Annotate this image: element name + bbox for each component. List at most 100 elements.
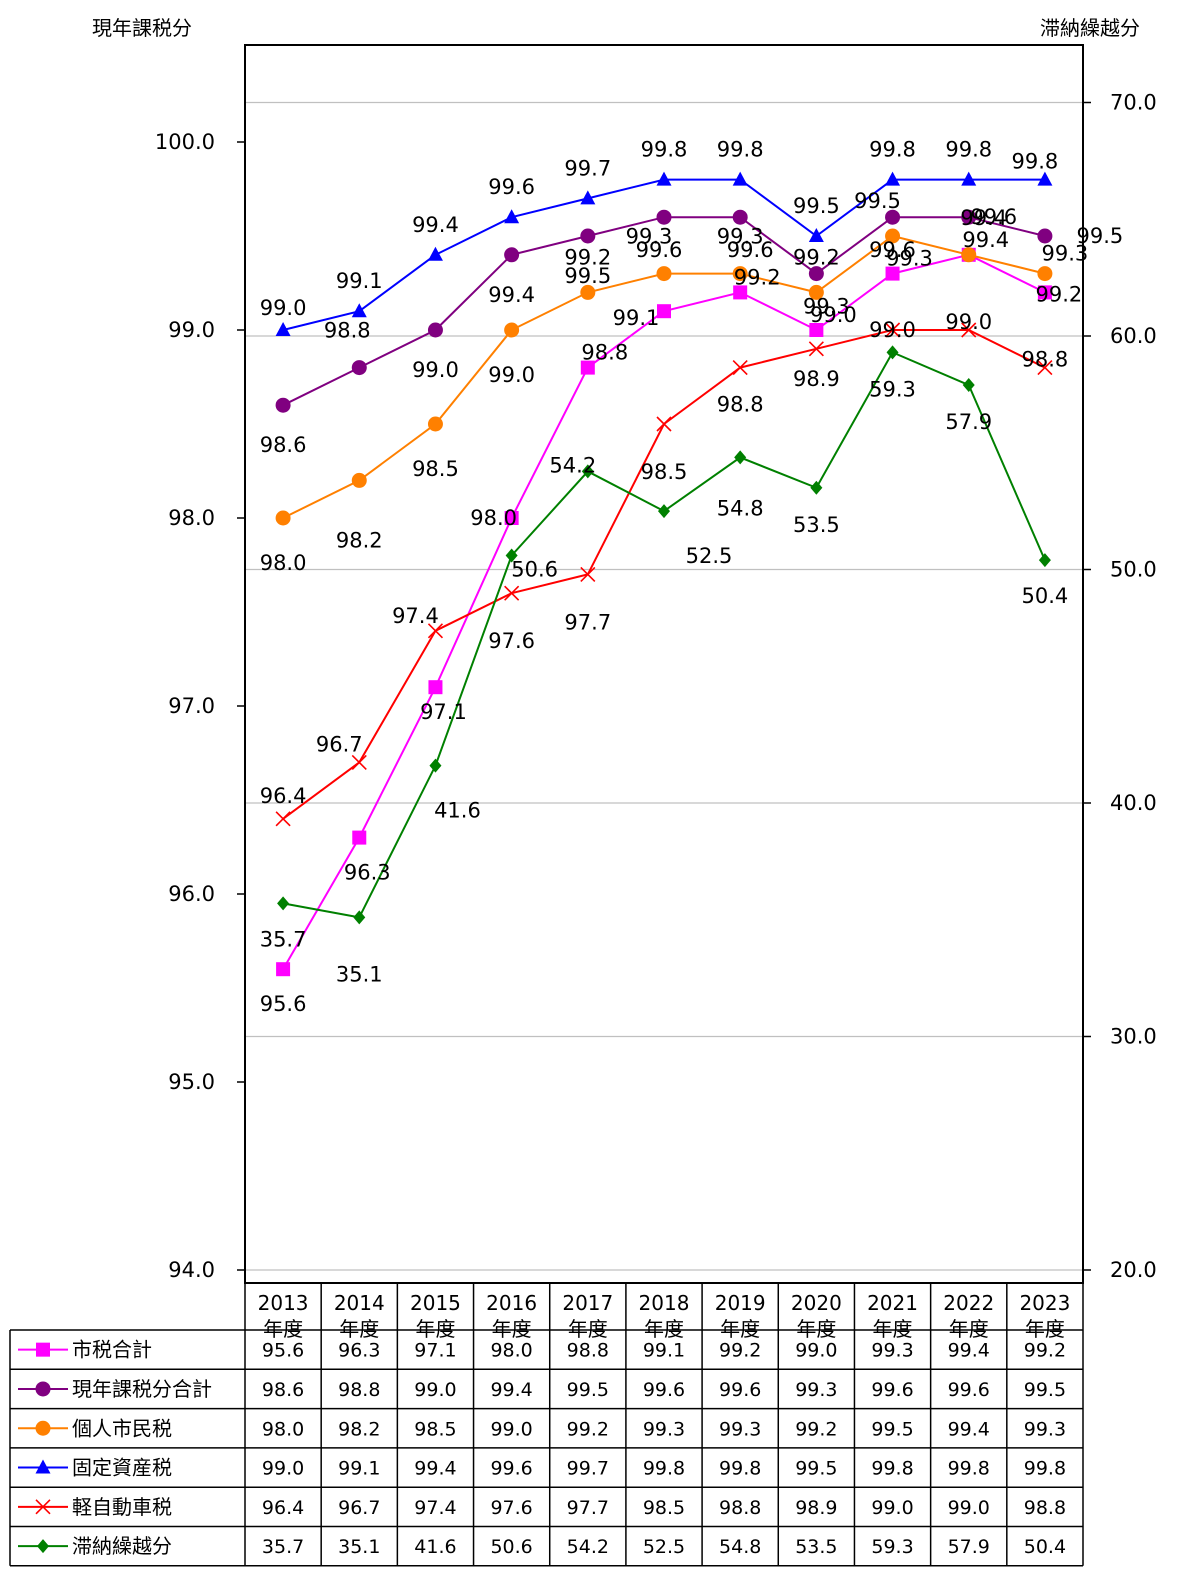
data-label: 99.0 — [810, 303, 857, 327]
table-cell: 96.4 — [262, 1497, 304, 1519]
data-point — [35, 1420, 51, 1436]
data-point — [732, 360, 748, 376]
table-cell: 98.5 — [414, 1418, 456, 1440]
plot-area — [244, 44, 1084, 1284]
data-label: 98.0 — [470, 506, 517, 530]
y-right-tick-label: 30.0 — [1110, 1025, 1157, 1049]
data-point — [504, 247, 520, 263]
data-point — [580, 566, 596, 582]
x-tick-label-unit: 年度 — [949, 1317, 989, 1341]
table-cell: 97.7 — [567, 1497, 609, 1519]
data-point — [808, 284, 824, 300]
data-point — [1037, 228, 1053, 244]
table-cell: 99.4 — [490, 1379, 532, 1401]
data-label: 98.9 — [793, 367, 840, 391]
data-point — [351, 360, 367, 376]
table-cell: 99.6 — [871, 1379, 913, 1401]
data-label: 99.8 — [641, 138, 688, 162]
x-tick-label: 2020 — [791, 1291, 842, 1315]
data-label: 96.7 — [316, 732, 363, 756]
data-label: 99.3 — [886, 247, 933, 271]
data-point — [1037, 285, 1052, 300]
data-label: 99.8 — [945, 138, 992, 162]
data-label: 99.6 — [970, 205, 1017, 229]
data-point — [884, 322, 901, 338]
data-point — [275, 322, 291, 336]
data-label: 98.6 — [260, 433, 307, 457]
table-cell: 59.3 — [871, 1536, 913, 1558]
data-label: 99.5 — [793, 194, 840, 218]
data-label: 98.2 — [336, 528, 383, 552]
data-point — [656, 209, 672, 225]
x-tick-label-unit: 年度 — [339, 1317, 379, 1341]
table-cell: 54.2 — [567, 1536, 609, 1558]
table-cell: 35.1 — [338, 1536, 380, 1558]
data-label: 99.0 — [869, 318, 916, 342]
data-point — [35, 1381, 51, 1397]
table-cell: 41.6 — [414, 1536, 456, 1558]
y-right-tick-label: 40.0 — [1110, 791, 1157, 815]
series — [275, 171, 1053, 977]
data-label: 97.7 — [564, 610, 611, 634]
x-tick-label: 2023 — [1019, 1291, 1070, 1315]
data-point — [656, 266, 672, 282]
table-cell: 50.6 — [490, 1536, 532, 1558]
data-point — [808, 341, 824, 357]
table-cell: 99.2 — [1024, 1340, 1066, 1362]
x-tick-label-unit: 年度 — [796, 1317, 836, 1341]
table-cell: 99.2 — [719, 1340, 761, 1362]
series-1 — [275, 209, 1053, 413]
table-cell: 99.6 — [948, 1379, 990, 1401]
table-cell: 98.6 — [262, 1379, 304, 1401]
x-tick-label: 2017 — [562, 1291, 613, 1315]
legend-label: 個人市民税 — [72, 1416, 172, 1440]
data-point — [809, 323, 824, 337]
data-label: 52.5 — [686, 544, 733, 568]
legend-label: 市税合計 — [72, 1338, 152, 1362]
data-label: 96.3 — [344, 861, 391, 885]
table-cell: 99.4 — [948, 1340, 990, 1362]
data-point — [1037, 360, 1053, 376]
table-cell: 35.7 — [262, 1536, 304, 1558]
table-cell: 98.9 — [795, 1497, 837, 1519]
data-point — [580, 360, 595, 375]
data-point — [1037, 266, 1053, 282]
data-point — [36, 1342, 50, 1357]
table-cell: 54.8 — [719, 1536, 761, 1558]
table-cell: 99.4 — [948, 1418, 990, 1440]
table-cell: 99.4 — [414, 1458, 456, 1480]
table-cell: 99.2 — [795, 1418, 837, 1440]
data-point — [808, 266, 824, 282]
table-cell: 98.8 — [719, 1497, 761, 1519]
table-cell: 96.3 — [338, 1340, 380, 1362]
data-label: 99.6 — [727, 238, 774, 262]
series-2 — [275, 228, 1053, 526]
x-tick-label-unit: 年度 — [568, 1317, 608, 1341]
data-label: 99.0 — [412, 358, 459, 382]
data-point — [733, 285, 748, 300]
table-cell: 99.2 — [567, 1418, 609, 1440]
y-right-tick-label: 70.0 — [1110, 91, 1157, 115]
table-cell: 99.1 — [643, 1340, 685, 1362]
table-cell: 99.3 — [1024, 1418, 1066, 1440]
data-label: 59.3 — [869, 377, 916, 401]
table-cell: 98.8 — [338, 1379, 380, 1401]
data-point — [961, 209, 977, 225]
data-point — [427, 623, 444, 639]
data-label: 99.4 — [962, 228, 1009, 252]
table-cell: 98.8 — [1024, 1497, 1066, 1519]
data-label: 99.2 — [734, 265, 781, 289]
data-label: 98.8 — [717, 393, 764, 417]
grid — [245, 101, 1083, 1271]
data-label: 95.6 — [260, 992, 307, 1016]
data-point — [657, 304, 671, 319]
table-cell: 99.0 — [490, 1418, 532, 1440]
table-cell: 95.6 — [262, 1340, 304, 1362]
series-3 — [275, 171, 1053, 336]
data-label: 98.5 — [641, 460, 688, 484]
data-point — [504, 322, 520, 338]
y-left-tick-label: 94.0 — [168, 1258, 215, 1282]
data-label: 99.8 — [1012, 150, 1059, 174]
